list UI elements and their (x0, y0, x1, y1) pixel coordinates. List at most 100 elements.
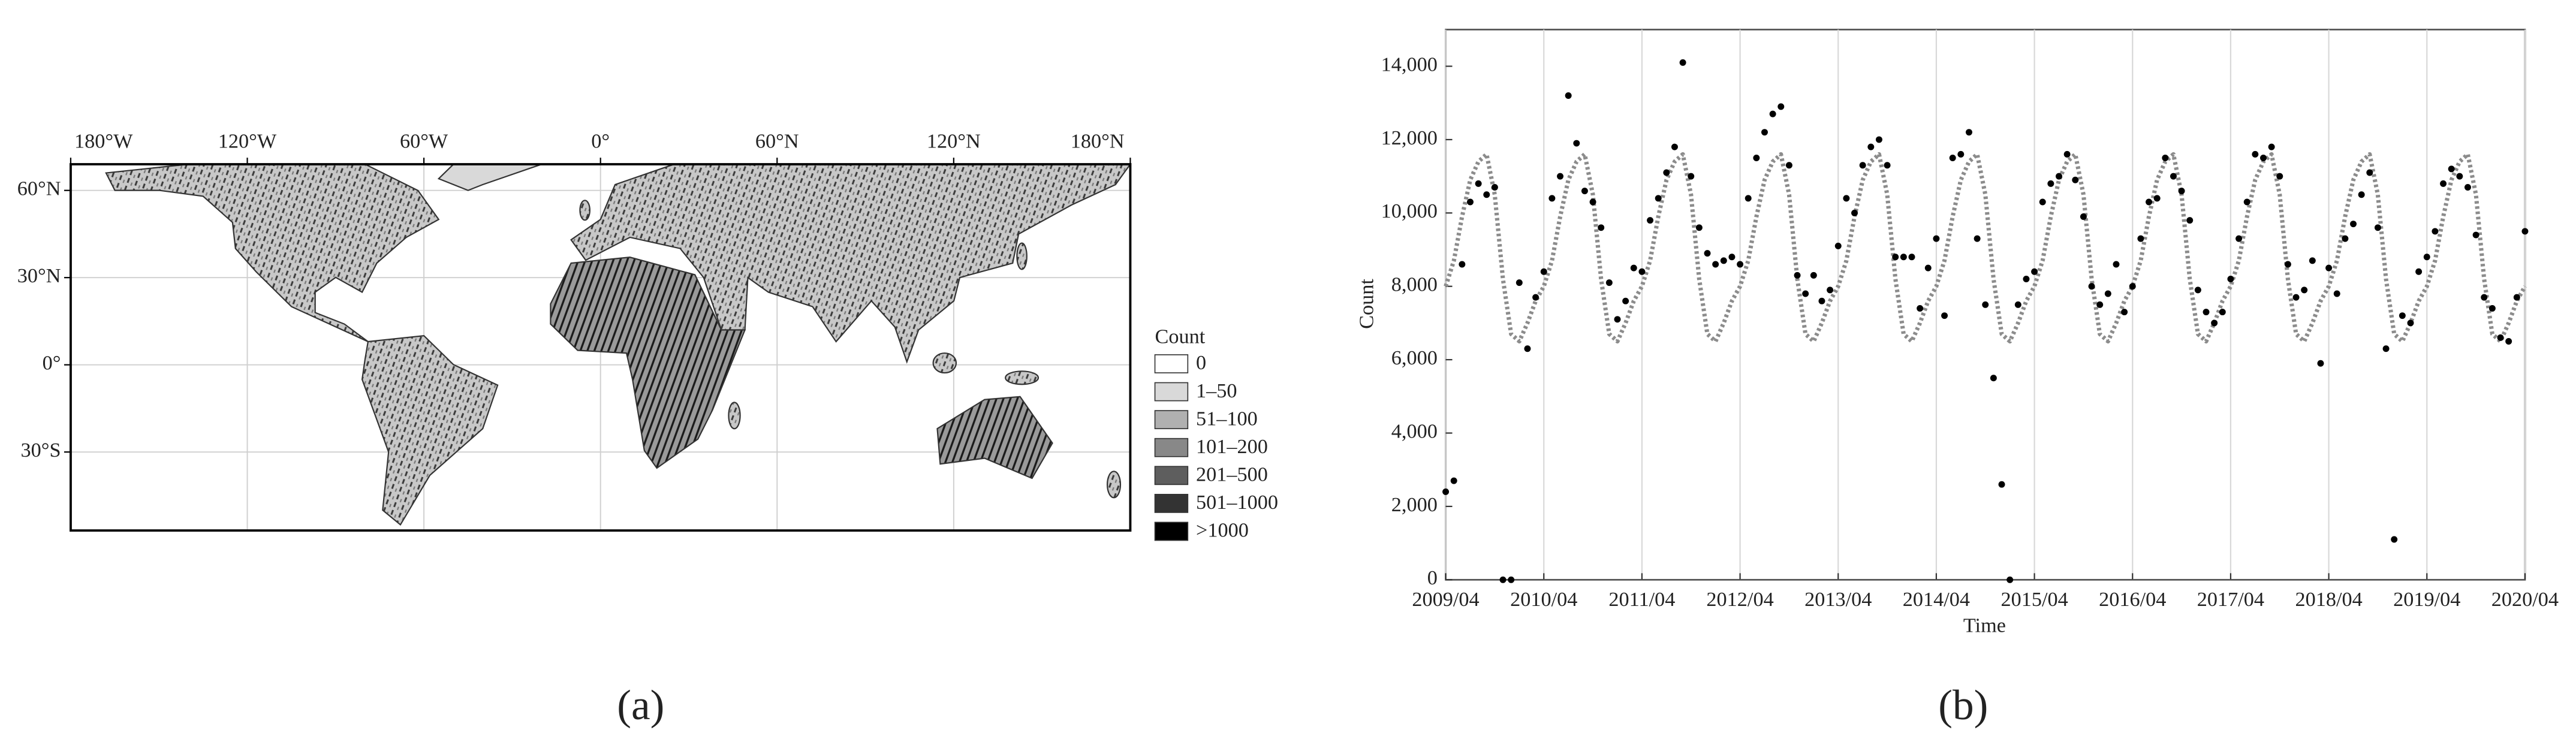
data-point (1614, 316, 1621, 323)
data-point (2366, 169, 2373, 176)
x-tick-label: 180°W (74, 129, 133, 152)
fitted-line (1444, 152, 2527, 344)
data-point (1843, 195, 1850, 202)
north-america (105, 163, 440, 342)
panel-label: (a) (617, 682, 664, 729)
data-point (1688, 173, 1695, 180)
data-point (2162, 155, 2169, 162)
data-point (2268, 143, 2275, 150)
data-point (1777, 103, 1785, 110)
data-point (1532, 294, 1539, 301)
y-tick-label: 10,000 (1381, 200, 1438, 222)
data-point (2170, 173, 2177, 180)
data-point (1998, 481, 2005, 488)
south-america (361, 334, 499, 526)
legend-label: 51–100 (1196, 407, 1258, 430)
new-zealand (1106, 470, 1122, 499)
data-point (1647, 217, 1654, 224)
data-point (1704, 250, 1711, 257)
x-tick-label: 2010/04 (1510, 588, 1577, 611)
data-point (2342, 235, 2349, 242)
data-point (2080, 213, 2087, 220)
data-point (2260, 155, 2267, 162)
data-point (2301, 286, 2308, 294)
x-tick-label: 2015/04 (2000, 588, 2068, 611)
data-point (1892, 254, 1899, 261)
data-point (1442, 488, 1450, 495)
legend-swatch (1154, 521, 1189, 541)
data-point (2472, 231, 2479, 239)
data-point (2178, 188, 2185, 195)
data-point (1671, 143, 1678, 150)
data-point (1753, 155, 1760, 162)
data-point (2023, 276, 2030, 282)
data-point (2031, 268, 2038, 275)
data-point (1818, 297, 1825, 304)
data-point (1622, 297, 1629, 304)
data-point (1499, 576, 1507, 583)
data-point (1516, 279, 1523, 286)
data-point (2146, 198, 2153, 206)
borneo (932, 352, 957, 374)
data-point (2235, 235, 2243, 242)
british-isles (579, 200, 590, 221)
data-point (2415, 268, 2423, 275)
x-tick-label: 0° (591, 129, 610, 152)
continents (105, 163, 1132, 526)
data-point (1720, 257, 1727, 264)
data-point (2203, 309, 2210, 316)
y-tick-label: 12,000 (1381, 126, 1438, 149)
y-axis-label: Count (1355, 279, 1378, 329)
data-point (2153, 195, 2161, 202)
data-point (1737, 261, 1744, 268)
legend-swatch (1154, 354, 1189, 373)
data-point (2407, 319, 2414, 327)
data-point (1900, 254, 1907, 261)
data-point (2399, 312, 2406, 319)
data-point (2096, 301, 2104, 308)
x-tick-label: 2019/04 (2393, 588, 2460, 611)
x-tick-label: 2011/04 (1608, 588, 1675, 611)
data-point (2227, 276, 2234, 282)
x-tick-label: 2013/04 (1804, 588, 1872, 611)
data-point (2243, 198, 2250, 206)
data-point (1540, 268, 1547, 275)
data-point (1794, 272, 1801, 279)
data-point (1605, 279, 1613, 286)
data-point (1475, 180, 1482, 187)
data-point (1695, 224, 1703, 231)
data-point (2333, 290, 2340, 297)
y-tick-label: 0 (1427, 566, 1438, 589)
data-point (2423, 254, 2430, 261)
x-tick-label: 2009/04 (1412, 588, 1479, 611)
data-point (1655, 195, 1662, 202)
data-point (1867, 143, 1875, 150)
data-point (1581, 188, 1588, 195)
data-point (2252, 150, 2259, 158)
data-point (1450, 477, 1457, 484)
data-point (2039, 198, 2046, 206)
data-point (2505, 338, 2512, 345)
data-point (1859, 162, 1866, 169)
data-point (2056, 173, 2062, 180)
y-tick-label: 0° (43, 352, 61, 375)
x-tick-label: 120°N (927, 129, 981, 152)
legend-swatch (1154, 410, 1189, 430)
data-point (2129, 283, 2136, 290)
legend-label: 101–200 (1196, 435, 1268, 458)
data-point (2374, 224, 2381, 231)
data-point (1875, 136, 1882, 143)
data-point (2481, 294, 2488, 301)
greenland (437, 163, 542, 191)
data-point (1957, 150, 1965, 158)
x-tick-label: 2017/04 (2197, 588, 2264, 611)
panel-label: (b) (1938, 682, 1988, 729)
y-tick-label: 2,000 (1391, 493, 1438, 516)
legend-swatch (1154, 494, 1189, 513)
data-point (1459, 261, 1466, 268)
y-tick-label: 8,000 (1391, 273, 1438, 296)
data-point (1557, 173, 1563, 180)
data-point (2186, 217, 2194, 224)
data-point (2219, 309, 2226, 316)
